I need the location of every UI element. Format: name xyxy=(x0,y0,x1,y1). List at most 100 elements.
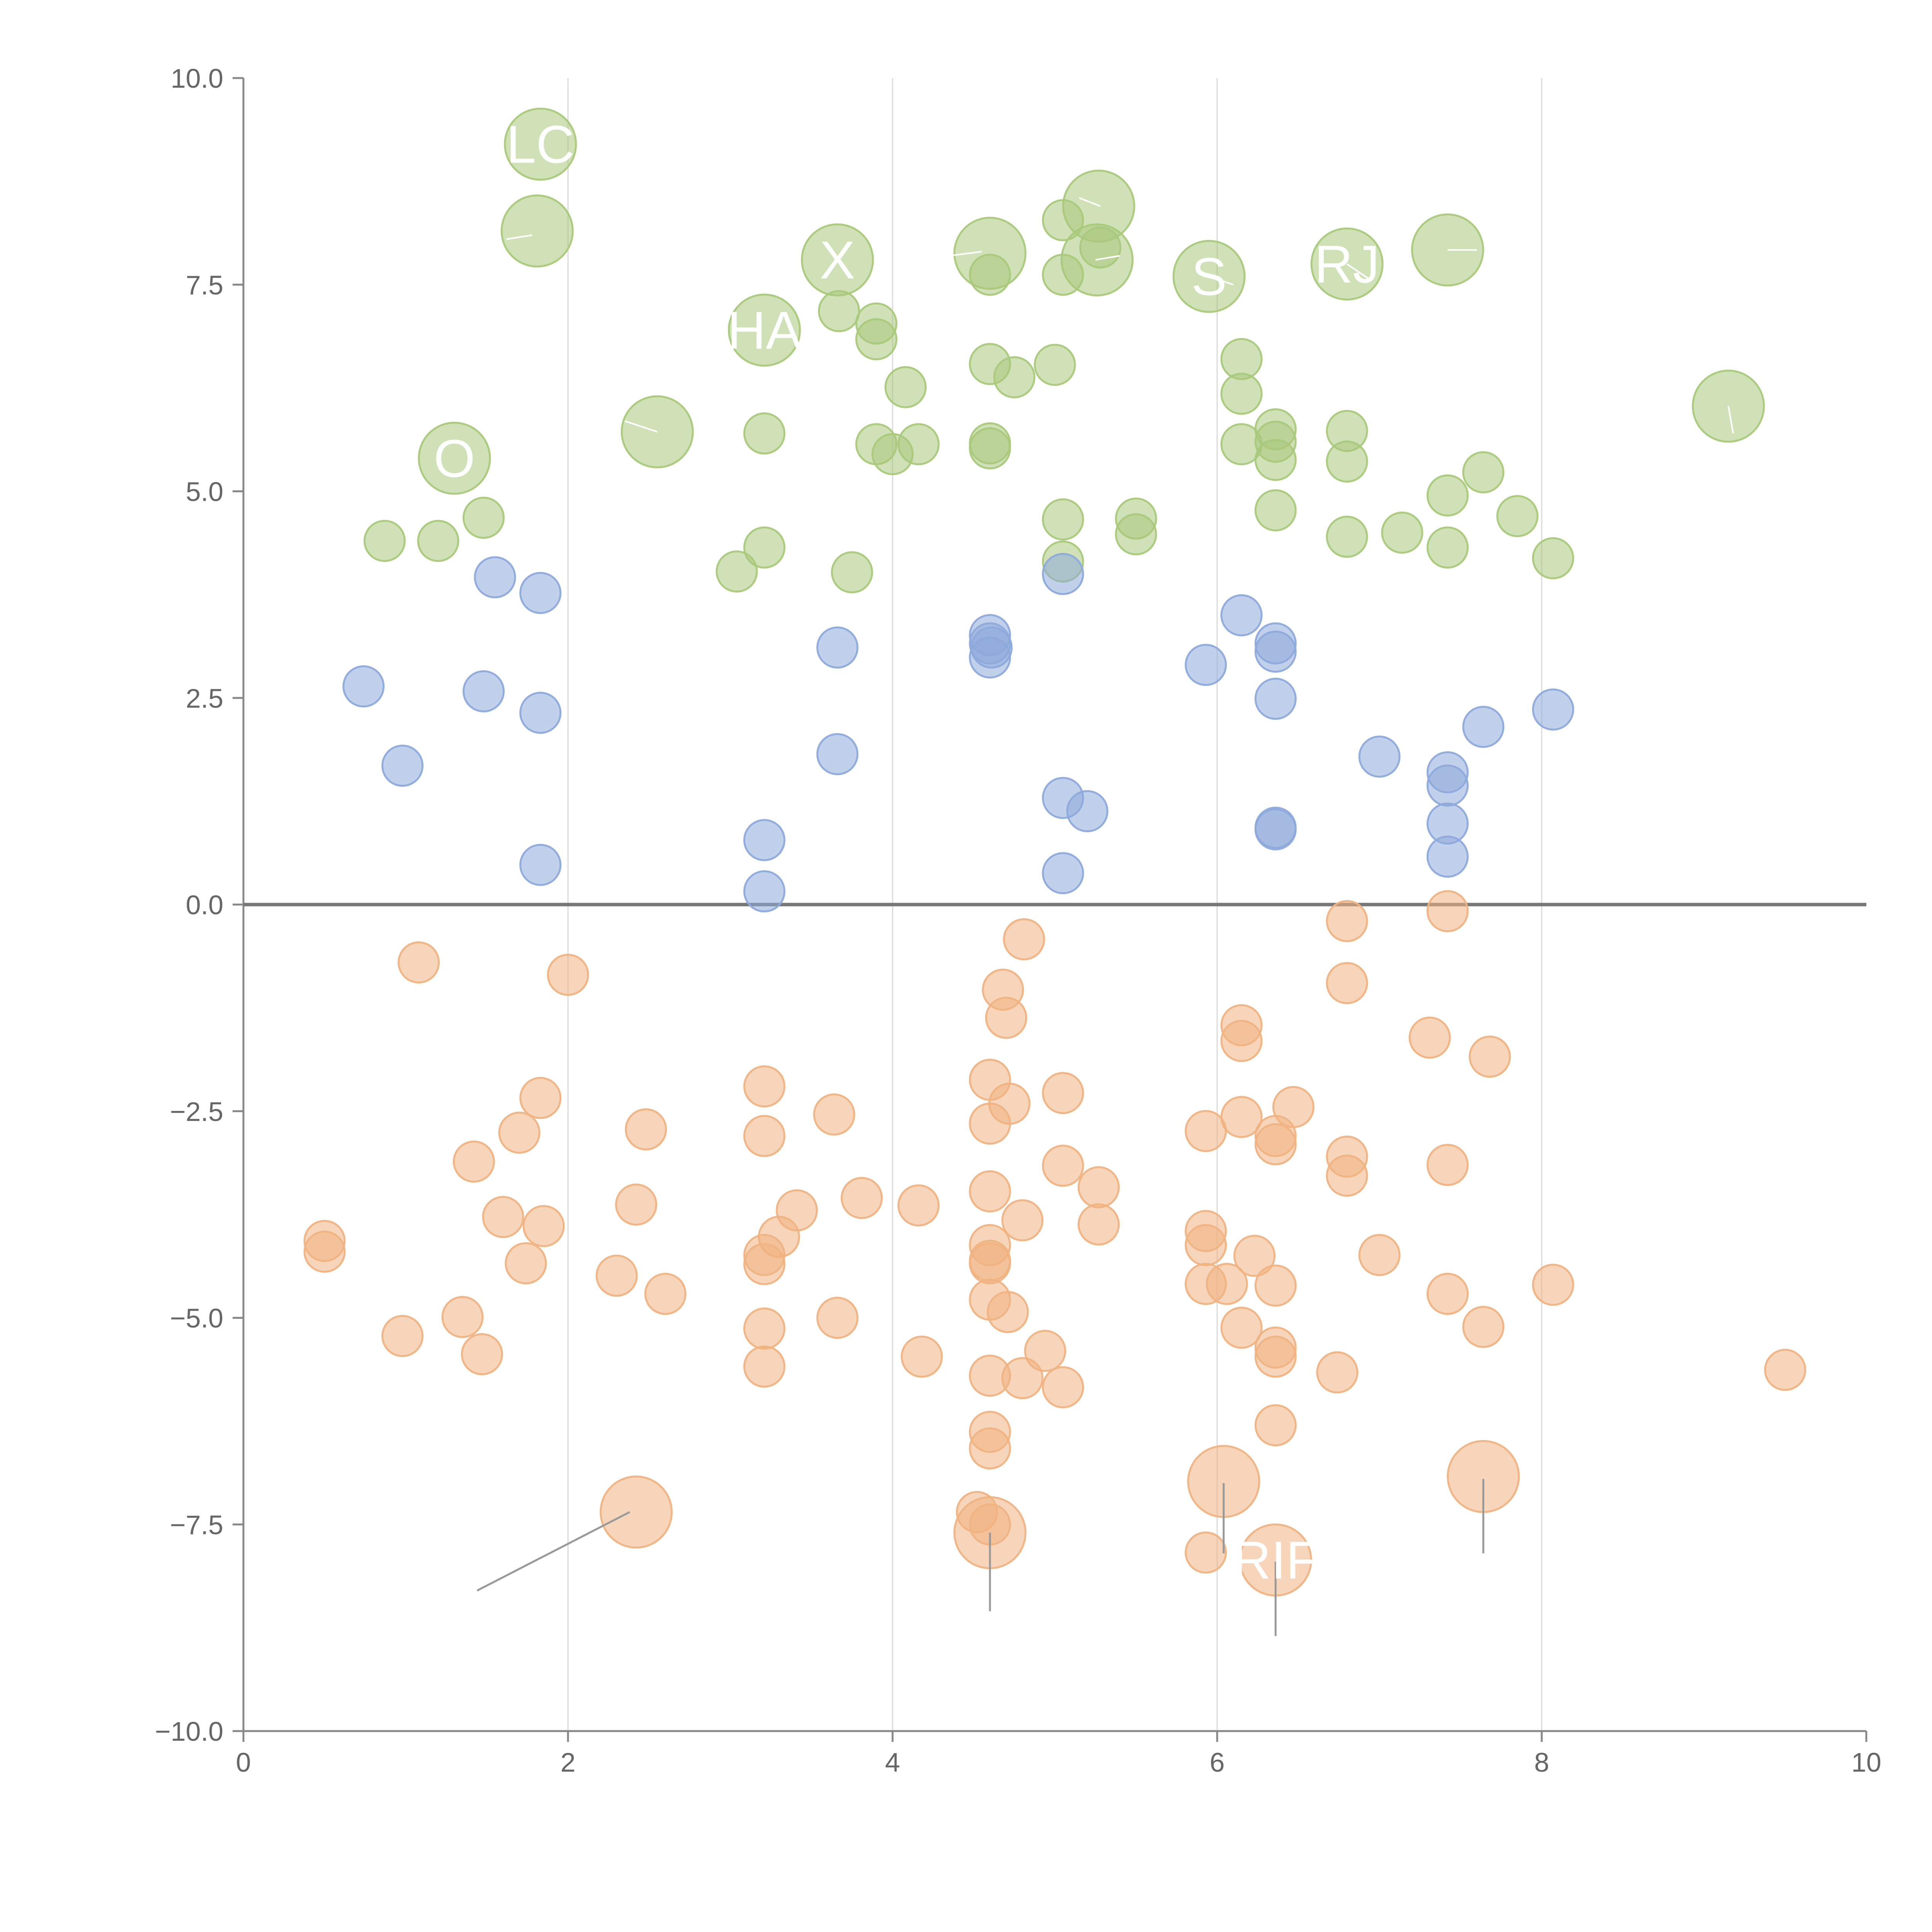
data-point-green xyxy=(363,520,406,562)
data-point-blue xyxy=(743,819,786,861)
data-point-orange xyxy=(1220,1020,1263,1062)
data-point-orange xyxy=(1001,1357,1044,1400)
point-label: X xyxy=(820,231,855,290)
y-tick-label: 7.5 xyxy=(186,270,223,300)
data-point-green xyxy=(1115,513,1157,556)
x-tick-label: 0 xyxy=(236,1747,251,1777)
data-point-green xyxy=(831,551,873,594)
leader-line xyxy=(506,234,532,240)
data-point-green xyxy=(897,423,940,466)
data-point-green xyxy=(1381,511,1423,554)
data-point-blue xyxy=(381,745,424,787)
leader-line xyxy=(1728,406,1734,434)
data-point-green xyxy=(1042,498,1084,541)
leader-line xyxy=(1346,263,1372,281)
axis-layer: 0 2 4 6 8 10 10.0 7.5 5.0 2.5 0.0 −2.5 −5.0 −7.5 −10.0 xyxy=(155,63,1881,1777)
data-point-orange xyxy=(1001,1199,1044,1242)
y-tick-label: 0.0 xyxy=(186,890,223,920)
point-label: RIF xyxy=(1233,1531,1318,1590)
data-point-orange xyxy=(644,1272,687,1315)
data-point-blue xyxy=(474,556,516,599)
data-point-orange xyxy=(969,1170,1011,1213)
y-tick-label: −2.5 xyxy=(170,1097,223,1127)
data-point-green xyxy=(1254,439,1297,481)
data-point-green xyxy=(500,194,574,268)
data-point-orange xyxy=(1764,1349,1806,1391)
data-point-blue xyxy=(816,626,859,669)
data-point-green xyxy=(716,550,758,593)
data-point-green xyxy=(1326,440,1368,483)
data-point-green xyxy=(1496,495,1539,537)
data-point-orange xyxy=(1220,1306,1263,1349)
data-point-blue xyxy=(969,636,1011,679)
data-point-orange xyxy=(897,1184,940,1227)
data-point-orange xyxy=(1272,1086,1315,1128)
data-point-blue xyxy=(1185,644,1227,686)
dot-layer xyxy=(303,107,1806,1597)
data-point-orange xyxy=(986,1291,1029,1333)
data-point-orange xyxy=(615,1183,657,1226)
data-point-orange xyxy=(1326,1155,1368,1197)
data-point-green xyxy=(1220,372,1263,415)
data-point-orange xyxy=(1426,890,1469,932)
data-point-orange xyxy=(1358,1234,1401,1276)
x-tick-label: 2 xyxy=(561,1747,576,1777)
data-point-orange xyxy=(743,1115,786,1157)
data-point-green xyxy=(818,290,860,332)
data-point-orange xyxy=(1462,1306,1505,1348)
data-point-blue xyxy=(1066,790,1109,832)
data-point-orange xyxy=(547,954,589,996)
data-point-green xyxy=(418,422,491,495)
data-point-green xyxy=(1079,226,1122,269)
data-point-blue xyxy=(1426,764,1469,807)
data-point-orange xyxy=(1316,1351,1359,1394)
leader-line xyxy=(1209,276,1234,286)
data-point-blue xyxy=(1358,735,1401,778)
data-point-orange xyxy=(1077,1203,1120,1246)
x-tick-label: 6 xyxy=(1210,1747,1225,1777)
data-point-orange xyxy=(1003,918,1045,961)
data-point-orange xyxy=(969,1242,1011,1284)
data-point-blue xyxy=(1220,594,1263,636)
data-point-blue xyxy=(1254,677,1297,720)
data-point-orange xyxy=(1042,1145,1084,1187)
data-point-orange xyxy=(813,1093,855,1136)
data-point-green xyxy=(1426,474,1469,517)
data-point-orange xyxy=(840,1177,883,1219)
data-point-orange xyxy=(1233,1235,1276,1277)
data-point-orange xyxy=(519,1077,562,1119)
leader-line xyxy=(949,251,982,257)
data-point-orange xyxy=(441,1296,484,1338)
data-point-orange xyxy=(482,1196,524,1238)
data-point-orange xyxy=(1254,1123,1297,1165)
data-point-blue xyxy=(342,665,385,707)
data-point-blue xyxy=(1532,688,1574,731)
data-point-orange xyxy=(1326,962,1368,1004)
data-point-green xyxy=(1532,537,1574,580)
data-point-green xyxy=(1254,489,1297,532)
data-point-orange xyxy=(1024,1330,1066,1372)
data-point-orange xyxy=(625,1108,667,1151)
data-point-orange xyxy=(1206,1263,1248,1305)
data-point-green xyxy=(504,107,577,181)
leader-line xyxy=(1095,255,1120,261)
x-tick-label: 4 xyxy=(885,1747,900,1777)
data-point-orange xyxy=(1254,1404,1297,1447)
data-point-orange xyxy=(1185,1110,1227,1152)
y-tick-label: −7.5 xyxy=(170,1510,223,1540)
x-tick-label: 10 xyxy=(1851,1747,1881,1777)
data-point-orange xyxy=(599,1475,673,1549)
point-label: HA xyxy=(727,301,801,360)
data-point-blue xyxy=(1254,808,1297,850)
data-point-orange xyxy=(1254,1264,1297,1307)
data-point-blue xyxy=(519,692,562,734)
data-point-orange xyxy=(505,1242,547,1284)
data-point-orange xyxy=(816,1297,859,1339)
data-point-blue xyxy=(1042,553,1084,595)
data-point-orange xyxy=(381,1315,424,1357)
data-point-green xyxy=(1426,526,1469,569)
data-point-green xyxy=(1042,253,1084,296)
data-point-orange xyxy=(498,1111,541,1154)
data-point-blue xyxy=(519,572,562,614)
data-point-green xyxy=(743,412,786,455)
